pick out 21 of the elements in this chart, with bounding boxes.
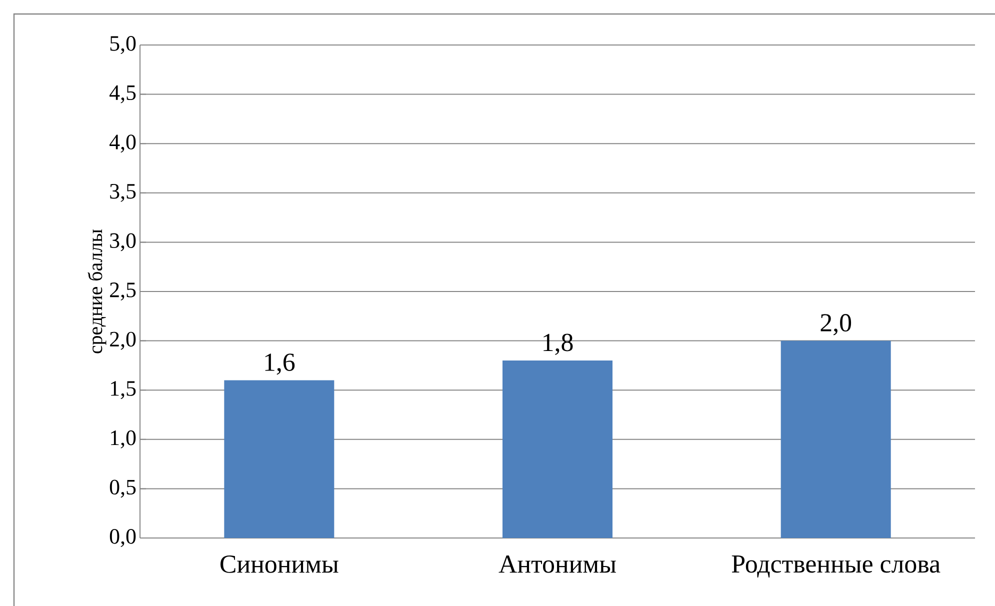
y-tick-label: 2,0: [110, 332, 136, 350]
y-axis-title: средние баллы: [88, 229, 106, 354]
y-tick-label: 0,5: [110, 480, 136, 498]
y-tick-label: 2,5: [110, 282, 136, 300]
x-tick-label: Синонимы: [220, 556, 338, 573]
y-tick-label: 1,0: [111, 430, 136, 448]
bar: [780, 340, 891, 538]
x-tick-label: Антонимы: [498, 556, 616, 573]
y-tick-label: 4,5: [110, 85, 136, 104]
y-tick-label: 0,0: [110, 529, 136, 547]
y-tick-label: 3,5: [110, 184, 136, 202]
y-tick-label: 5,0: [110, 36, 136, 54]
data-label: 2,0: [820, 314, 852, 336]
y-tick-label: 4,0: [110, 134, 136, 153]
y-tick-label: 1,5: [111, 381, 136, 400]
data-label: 1,6: [265, 354, 295, 375]
data-label: 1,8: [544, 334, 573, 355]
x-tick-label: Родственные слова: [732, 556, 940, 578]
bar: [502, 360, 613, 538]
y-tick-label: 3,0: [110, 233, 136, 252]
bar: [224, 380, 334, 538]
